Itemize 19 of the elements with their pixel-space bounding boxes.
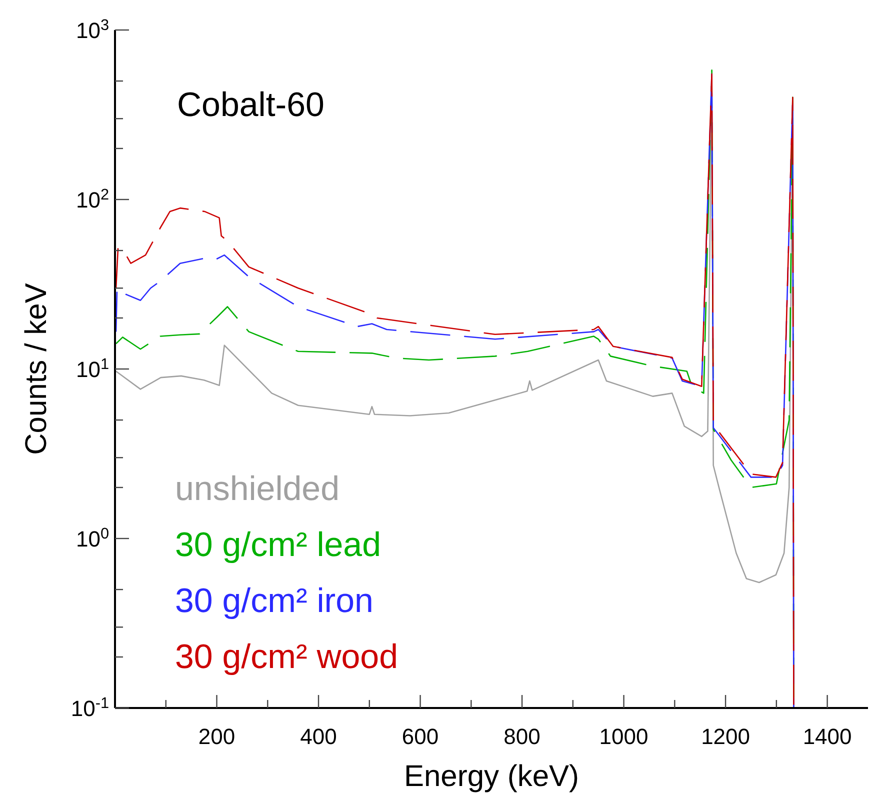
text: 30 g/cm² iron (175, 582, 374, 620)
text: 30 g/cm² wood (175, 638, 398, 676)
y-tick-label: 10$^{2}$ (76, 186, 109, 212)
y-tick-label: 10$^{3}$ (76, 16, 109, 43)
x-tick-label: 400 (300, 724, 337, 749)
text: 30 g/cm² lead (175, 526, 381, 564)
y-tick-label: 10$^{1}$ (76, 356, 109, 382)
x-tick-label: 800 (504, 724, 540, 749)
x-tick-label: 1400 (802, 724, 852, 749)
x-tick-label: 200 (198, 724, 236, 749)
series-label: unshielded (175, 470, 340, 508)
x-axis-title: Energy (keV) (404, 760, 580, 793)
x-tick-label: 1000 (599, 724, 648, 749)
text: Cobalt-60 (177, 86, 324, 124)
y-tick-label: 10$^{0}$ (76, 525, 109, 552)
x-tick-label: 600 (402, 724, 439, 749)
y-tick-label: 10$^{-1}$ (70, 694, 109, 721)
y-axis-title: Counts / keV (20, 283, 53, 455)
x-tick-label: 1200 (701, 724, 750, 749)
